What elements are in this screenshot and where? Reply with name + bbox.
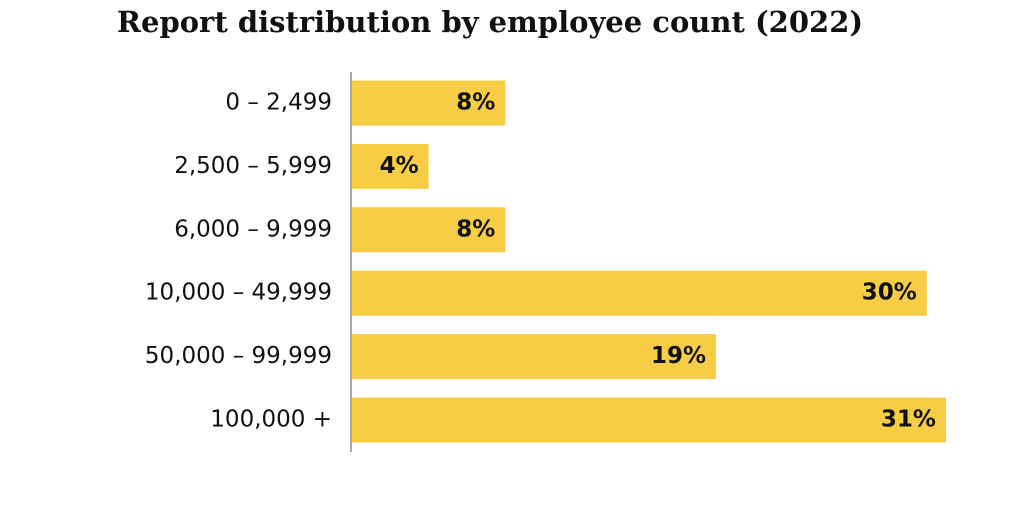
bar <box>352 397 946 443</box>
bar <box>352 80 506 126</box>
bar <box>352 143 429 189</box>
bar <box>352 270 927 316</box>
category-label: 0 – 2,499 <box>225 90 332 116</box>
category-label: 50,000 – 99,999 <box>145 343 332 369</box>
value-label: 8% <box>456 90 495 116</box>
category-label: 6,000 – 9,999 <box>174 216 332 242</box>
bar <box>352 207 506 253</box>
category-label: 100,000 + <box>210 407 332 433</box>
category-label: 2,500 – 5,999 <box>174 153 332 179</box>
category-label: 10,000 – 49,999 <box>145 280 332 306</box>
value-label: 8% <box>456 216 495 242</box>
bar <box>352 334 717 380</box>
chart-title: Report distribution by employee count (2… <box>117 5 863 39</box>
value-label: 4% <box>380 153 419 179</box>
value-label: 19% <box>651 343 706 369</box>
value-label: 30% <box>862 280 917 306</box>
value-label: 31% <box>881 407 936 433</box>
